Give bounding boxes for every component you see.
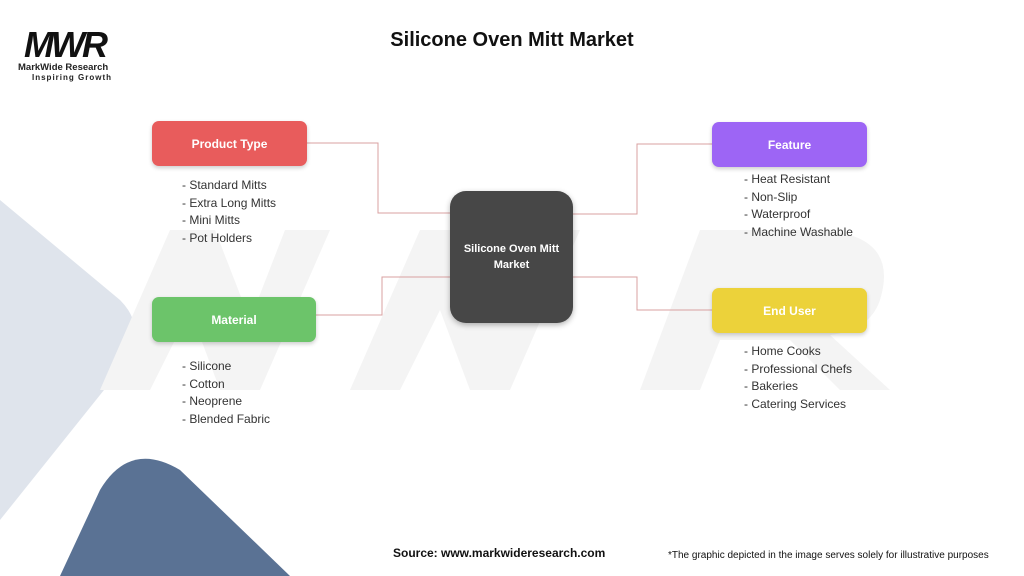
list-material: - Silicone - Cotton - Neoprene - Blended…	[182, 358, 270, 428]
page-title: Silicone Oven Mitt Market	[390, 29, 634, 51]
list-item: - Professional Chefs	[744, 361, 853, 376]
list-item: - Catering Services	[744, 396, 847, 411]
list-item: - Mini Mitts	[182, 213, 240, 227]
category-material: Material	[152, 297, 316, 342]
category-product-type: Product Type	[152, 121, 307, 166]
list-item: - Silicone	[182, 359, 232, 373]
connector-feature	[562, 143, 712, 215]
bg-shape-dark	[60, 458, 290, 576]
list-item: - Standard Mitts	[182, 178, 267, 192]
connector-product-type	[307, 142, 450, 214]
logo-name: MarkWide Research	[18, 62, 109, 73]
source-text: Source: www.markwideresearch.com	[393, 546, 606, 560]
list-feature: - Heat Resistant - Non-Slip - Waterproof…	[744, 171, 853, 241]
list-item: - Non-Slip	[744, 189, 798, 204]
list-item: - Cotton	[182, 376, 225, 391]
list-product-type: - Standard Mitts - Extra Long Mitts - Mi…	[182, 177, 276, 247]
list-end-user: - Home Cooks - Professional Chefs - Bake…	[744, 343, 852, 413]
list-item: - Waterproof	[744, 207, 811, 221]
list-item: - Pot Holders	[182, 230, 253, 245]
category-feature: Feature	[712, 122, 867, 167]
connector-end-user	[562, 276, 712, 311]
list-item: - Neoprene	[182, 394, 243, 408]
logo-tagline: Inspiring Growth	[32, 73, 112, 82]
connectors	[307, 142, 712, 316]
disclaimer-text: *The graphic depicted in the image serve…	[668, 550, 989, 561]
category-end-user: End User	[712, 288, 867, 333]
list-item: - Heat Resistant	[744, 172, 831, 186]
list-item: - Bakeries	[744, 379, 799, 393]
list-item: - Home Cooks	[744, 344, 821, 358]
list-item: - Blended Fabric	[182, 411, 271, 426]
logo-mark: MWR	[24, 24, 108, 65]
list-item: - Extra Long Mitts	[182, 195, 277, 210]
connector-material	[316, 276, 450, 316]
center-node: Silicone Oven Mitt Market	[450, 191, 573, 323]
list-item: - Machine Washable	[744, 224, 853, 239]
logo: MWR MarkWide Research Inspiring Growth	[18, 24, 128, 83]
bg-shape-light	[0, 200, 135, 520]
